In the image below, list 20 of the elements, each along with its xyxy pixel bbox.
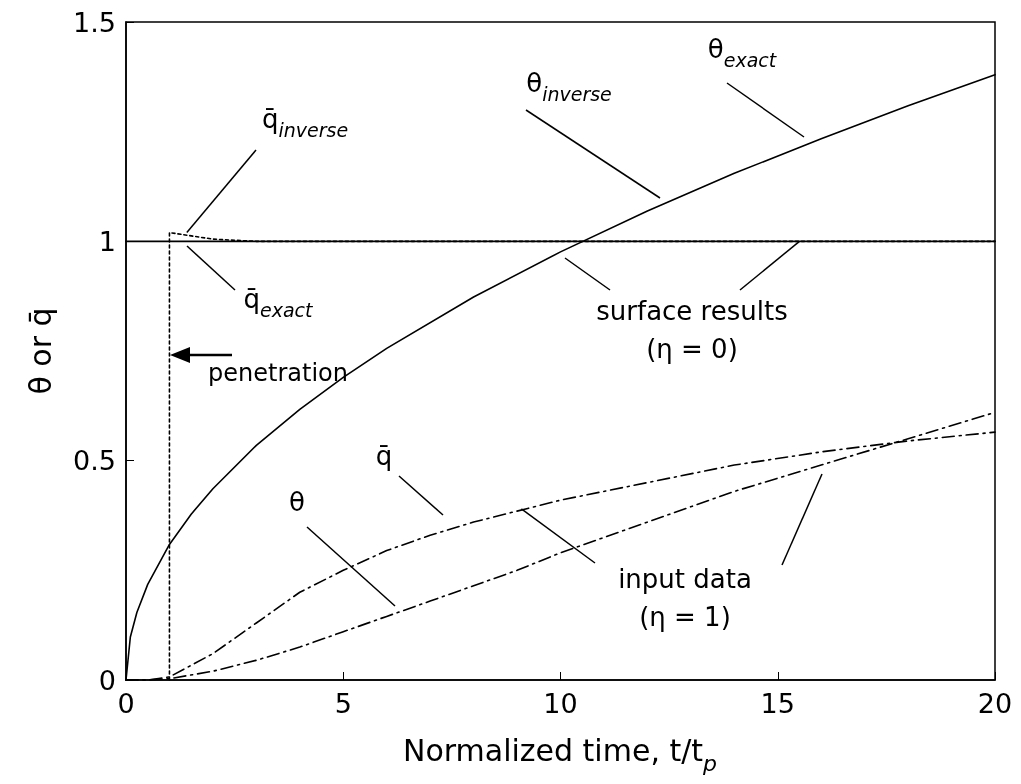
y-tick-label: 1 [98,225,116,257]
annotation: input data (η = 1) [618,563,752,632]
y-tick-label: 1.5 [73,6,116,38]
x-tick-label: 5 [334,688,352,719]
annotation: penetration [208,359,348,387]
annotation: q̄$_{exact}$ [243,283,315,321]
annotation: q̄$_{inverse}$ [261,103,349,141]
annotation: θ$_{inverse}$ [526,67,612,105]
y-tick-label: 0 [98,664,116,696]
x-tick-label: 20 [977,688,1013,719]
annotation: surface results (η = 0) [596,295,788,364]
annotation: q̄ [375,440,393,471]
x-tick-label: 0 [117,688,135,719]
x-axis-title: Normalized time, t/t$_{p}$ [402,732,718,776]
x-tick-label: 10 [543,688,578,719]
y-axis-title: θ or q̄ [22,307,58,395]
annotation: θ$_{exact}$ [707,33,778,71]
x-tick-label: 15 [760,688,795,719]
annotation: θ [289,486,305,517]
y-tick-label: 0.5 [73,445,116,477]
